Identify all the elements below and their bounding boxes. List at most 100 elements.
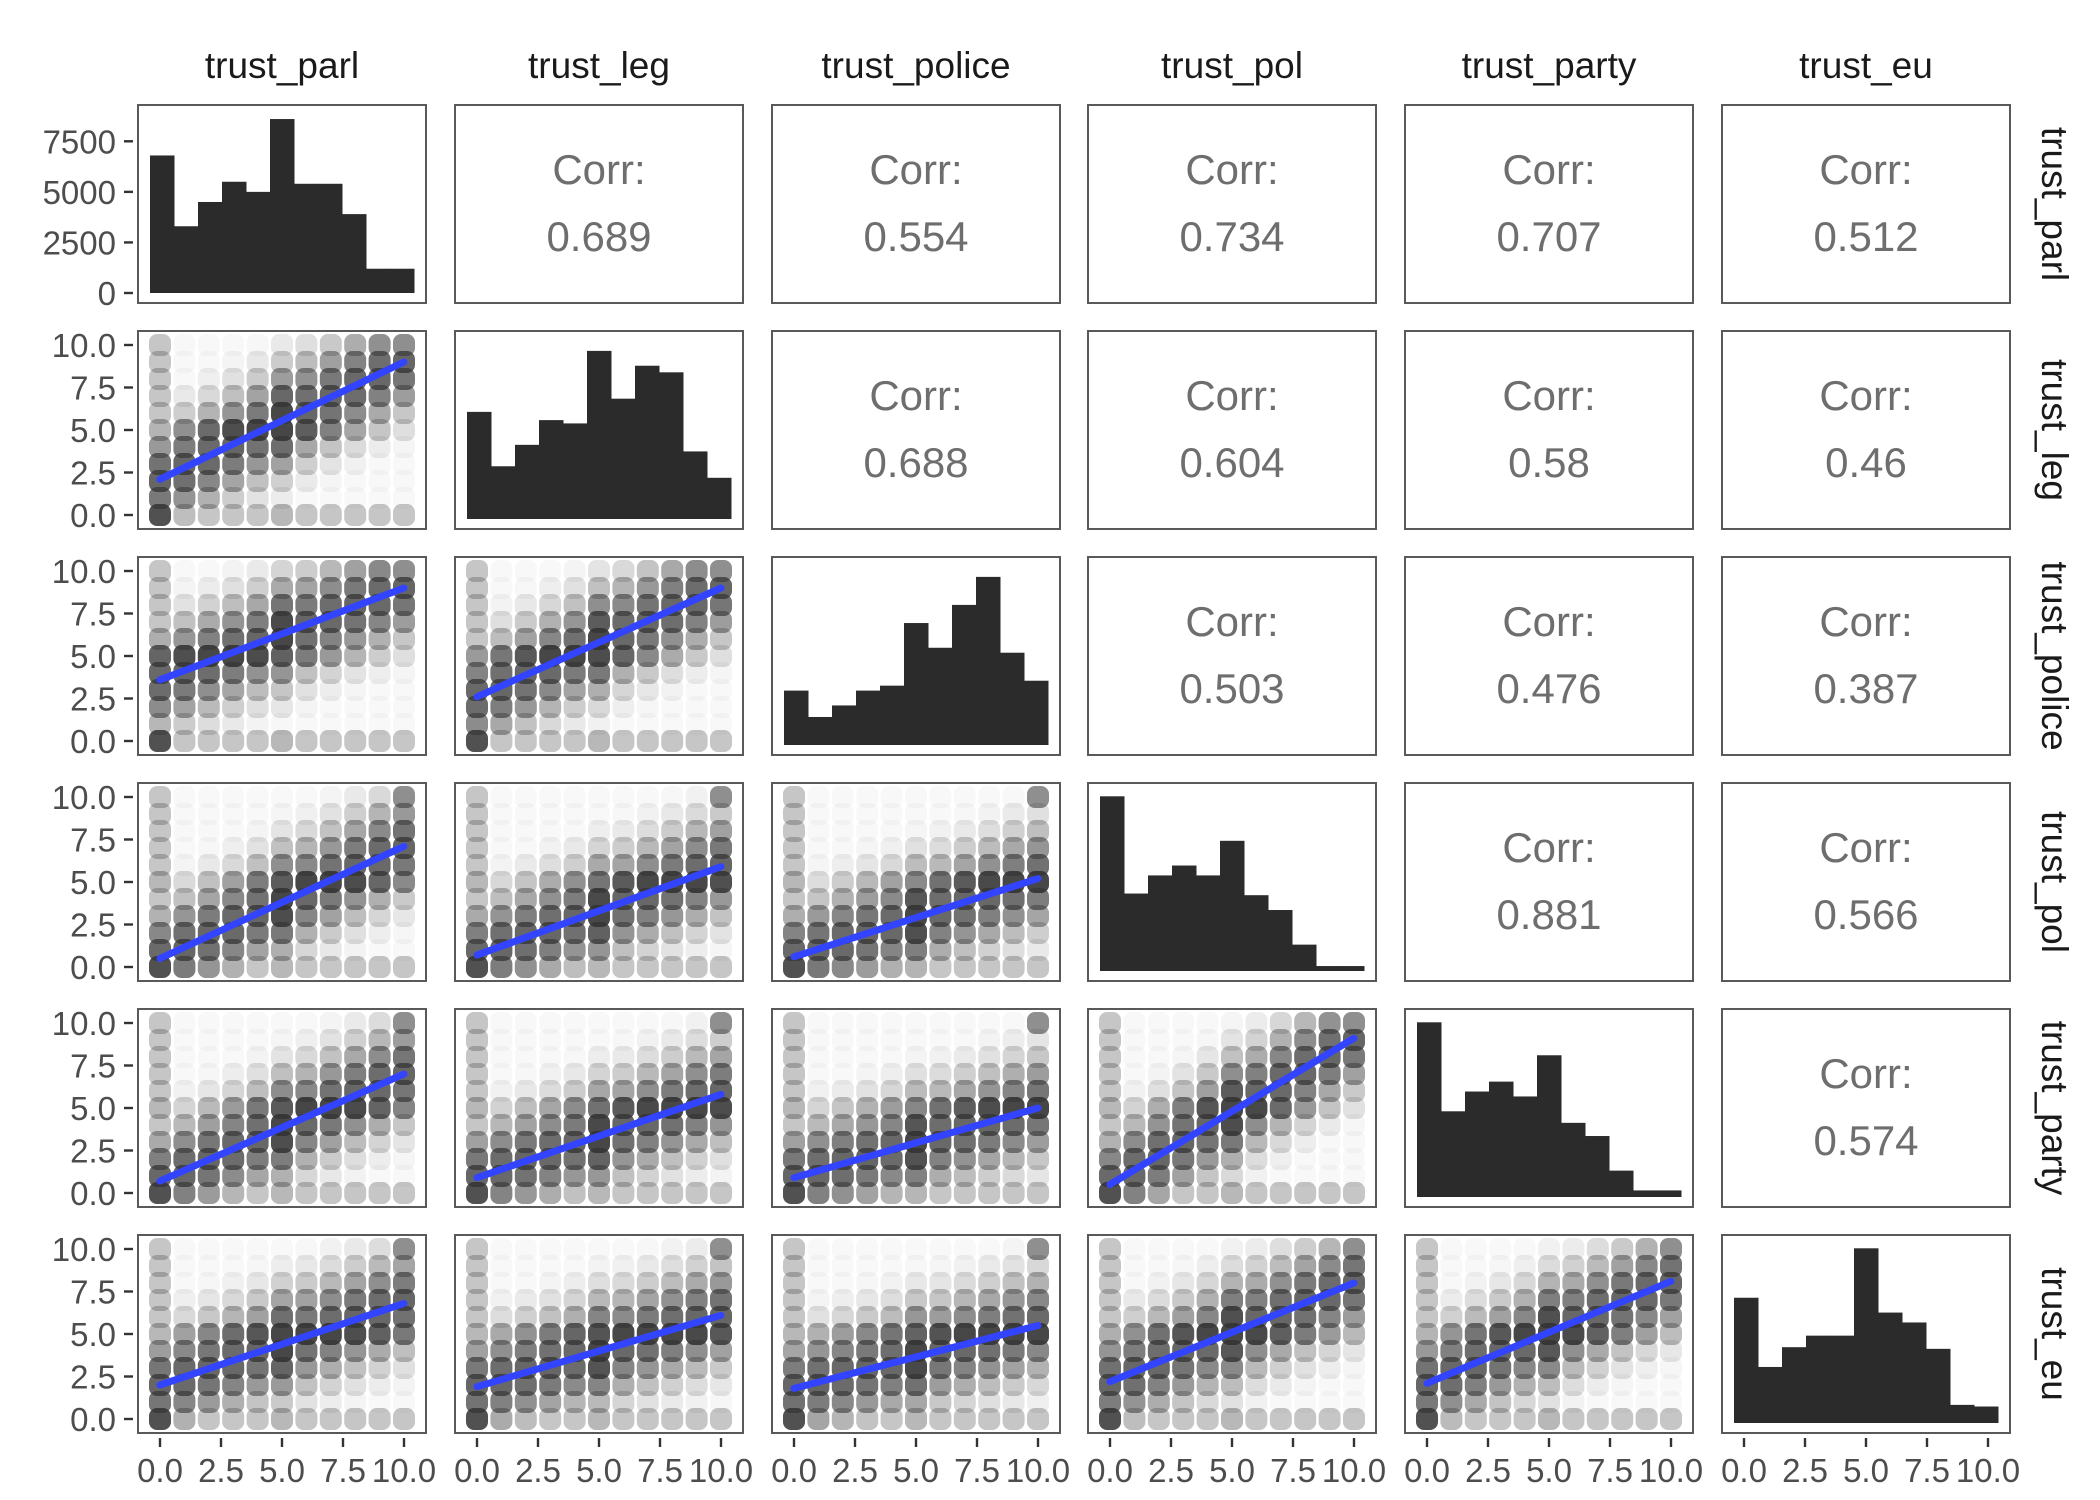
histogram-bar (587, 350, 612, 519)
scatter-point (344, 1131, 367, 1153)
scatter-point (588, 837, 610, 859)
scatter-points (149, 560, 415, 752)
scatter-point (588, 594, 610, 616)
scatter-point (149, 1080, 171, 1102)
scatter-point (1027, 1046, 1049, 1068)
scatter-point (856, 1391, 879, 1413)
scatter-point (710, 1289, 732, 1311)
scatter-point (1611, 1272, 1634, 1294)
x-tick-label: 5.0 (576, 1452, 622, 1489)
histogram-bar (1657, 1190, 1682, 1197)
scatter-point (393, 1408, 415, 1430)
x-tick-label: 10.0 (1956, 1452, 2020, 1489)
scatter-point (612, 1306, 635, 1328)
scatter-point (783, 1255, 805, 1277)
scatter-point (197, 402, 220, 424)
scatter-point (393, 436, 415, 458)
scatter-point (832, 1238, 854, 1260)
scatter-point (661, 1340, 684, 1362)
scatter-point (978, 1148, 1001, 1170)
scatter-point (978, 803, 1001, 825)
scatter-point (173, 1182, 196, 1204)
scatter-point (149, 487, 171, 509)
scatter-point (1027, 1012, 1049, 1034)
scatter-point (1318, 1029, 1341, 1051)
scatter-point (588, 1012, 610, 1034)
scatter-point (295, 628, 318, 650)
histogram-bar (1196, 875, 1221, 971)
scatter-point (295, 1238, 318, 1260)
histogram-bar (976, 576, 1001, 745)
histogram-bar (1172, 865, 1197, 971)
scatter-point (1489, 1391, 1512, 1413)
scatter-point (173, 1012, 195, 1034)
scatter-point (1123, 1323, 1146, 1345)
scatter-point (1538, 1306, 1560, 1328)
scatter-point (197, 696, 220, 718)
scatter-point (612, 679, 635, 701)
scatter-point (636, 560, 659, 582)
scatter-point (344, 786, 367, 808)
scatter-point (295, 939, 318, 961)
scatter-point (563, 1097, 586, 1119)
x-tick-label: 2.5 (1782, 1452, 1828, 1489)
y-tick-label: 10.0 (52, 327, 116, 364)
scatter-point (1123, 1182, 1146, 1204)
scatter-point (368, 803, 391, 825)
scatter-point (393, 560, 415, 582)
scatter-point (636, 1289, 659, 1311)
scatter-point (612, 939, 635, 961)
scatter-point (1562, 1408, 1585, 1430)
scatter-point (637, 1012, 659, 1034)
scatter-point (1343, 1306, 1365, 1328)
column-header-trust_parl: trust_parl (205, 45, 359, 86)
scatter-point (271, 611, 293, 633)
scatter-point (466, 854, 488, 876)
scatter-point (319, 939, 342, 961)
scatter-point (953, 1165, 976, 1187)
scatter-point (612, 696, 635, 718)
scatter-point (1221, 1272, 1243, 1294)
scatter-point (514, 611, 537, 633)
scatter-point (1464, 1306, 1487, 1328)
panel-frame (1721, 330, 2011, 530)
scatter-point (319, 730, 342, 752)
panel-trust_eu-trust_eu (1721, 1234, 2011, 1434)
row-headers: trust_parltrust_legtrust_policetrust_pol… (2034, 127, 2075, 1401)
scatter-point (1221, 1029, 1243, 1051)
scatter-point (905, 1272, 927, 1294)
scatter-point (1294, 1029, 1317, 1051)
panel-frame (1087, 330, 1377, 530)
scatter-point (1099, 1408, 1121, 1430)
scatter-point (197, 487, 220, 509)
scatter-point (1245, 1012, 1268, 1034)
scatter-point (1172, 1097, 1195, 1119)
scatter-point (807, 1289, 830, 1311)
y-tick-label: 2.5 (70, 1359, 116, 1396)
scatter-point (1611, 1238, 1634, 1260)
scatter-point (953, 1357, 976, 1379)
scatter-point (1002, 1148, 1025, 1170)
x-tick-label: 7.5 (1270, 1452, 1316, 1489)
scatter-point (905, 1165, 927, 1187)
scatter-point (880, 854, 903, 876)
scatter-point (905, 1182, 927, 1204)
scatter-point (295, 854, 318, 876)
scatter-point (1221, 1289, 1243, 1311)
scatter-point (344, 803, 367, 825)
scatter-point (661, 1182, 684, 1204)
scatter-point (466, 713, 488, 735)
scatter-point (393, 368, 415, 390)
scatter-point (564, 786, 586, 808)
scatter-point (856, 854, 879, 876)
scatter-point (271, 871, 293, 893)
scatter-point (1002, 922, 1025, 944)
histogram-bar (1489, 1081, 1514, 1197)
scatter-point (588, 1374, 610, 1396)
scatter-point (905, 1080, 927, 1102)
scatter-point (466, 1012, 488, 1034)
scatter-point (344, 334, 367, 356)
scatter-point (539, 888, 562, 910)
scatter-point (636, 837, 659, 859)
scatter-point (344, 1097, 367, 1119)
